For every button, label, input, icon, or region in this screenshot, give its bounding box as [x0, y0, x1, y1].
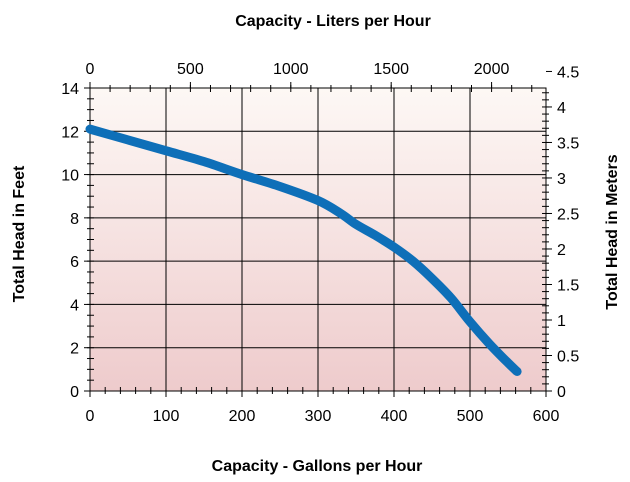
y2-tick-label: 4.5 [557, 64, 579, 81]
y-tick-label: 4 [70, 297, 79, 314]
x-tick-label: 300 [305, 408, 332, 425]
y2-tick-label: 3.5 [557, 135, 579, 152]
x-tick-label: 600 [533, 408, 560, 425]
x2-tick-label: 500 [177, 61, 204, 78]
bottom-axis-title: Capacity - Gallons per Hour [212, 458, 423, 475]
x2-tick-label: 0 [86, 61, 95, 78]
y2-tick-label: 3 [557, 171, 566, 188]
y2-tick-label: 4 [557, 100, 566, 117]
y-tick-label: 2 [70, 341, 79, 358]
y-tick-label: 10 [61, 168, 79, 185]
x-tick-label: 500 [457, 408, 484, 425]
y2-tick-label: 2 [557, 242, 566, 259]
y2-tick-label: 1.5 [557, 277, 579, 294]
series-line-0 [85, 124, 522, 377]
y2-tick-label: 2.5 [557, 206, 579, 223]
x2-tick-label: 1000 [273, 61, 309, 78]
x2-tick-label: 1500 [373, 61, 409, 78]
x-tick-label: 0 [86, 408, 95, 425]
left-axis-title: Total Head in Feet [11, 165, 28, 302]
x-tick-label: 100 [153, 408, 180, 425]
y2-tick-label: 0.5 [557, 348, 579, 365]
x-tick-label: 400 [381, 408, 408, 425]
y-tick-label: 14 [61, 81, 79, 98]
top-axis-title: Capacity - Liters per Hour [235, 13, 431, 30]
y-tick-label: 12 [61, 124, 79, 141]
y-tick-label: 6 [70, 254, 79, 271]
right-axis-title: Total Head in Meters [604, 154, 621, 309]
x-tick-label: 200 [229, 408, 256, 425]
plot-frame [89, 87, 547, 392]
y2-tick-label: 1 [557, 313, 566, 330]
y-tick-label: 0 [70, 384, 79, 401]
y-tick-label: 8 [70, 211, 79, 228]
series-layer [85, 124, 522, 377]
x2-tick-label: 2000 [474, 61, 510, 78]
grid-lines [90, 88, 546, 391]
y2-tick-label: 0 [557, 384, 566, 401]
